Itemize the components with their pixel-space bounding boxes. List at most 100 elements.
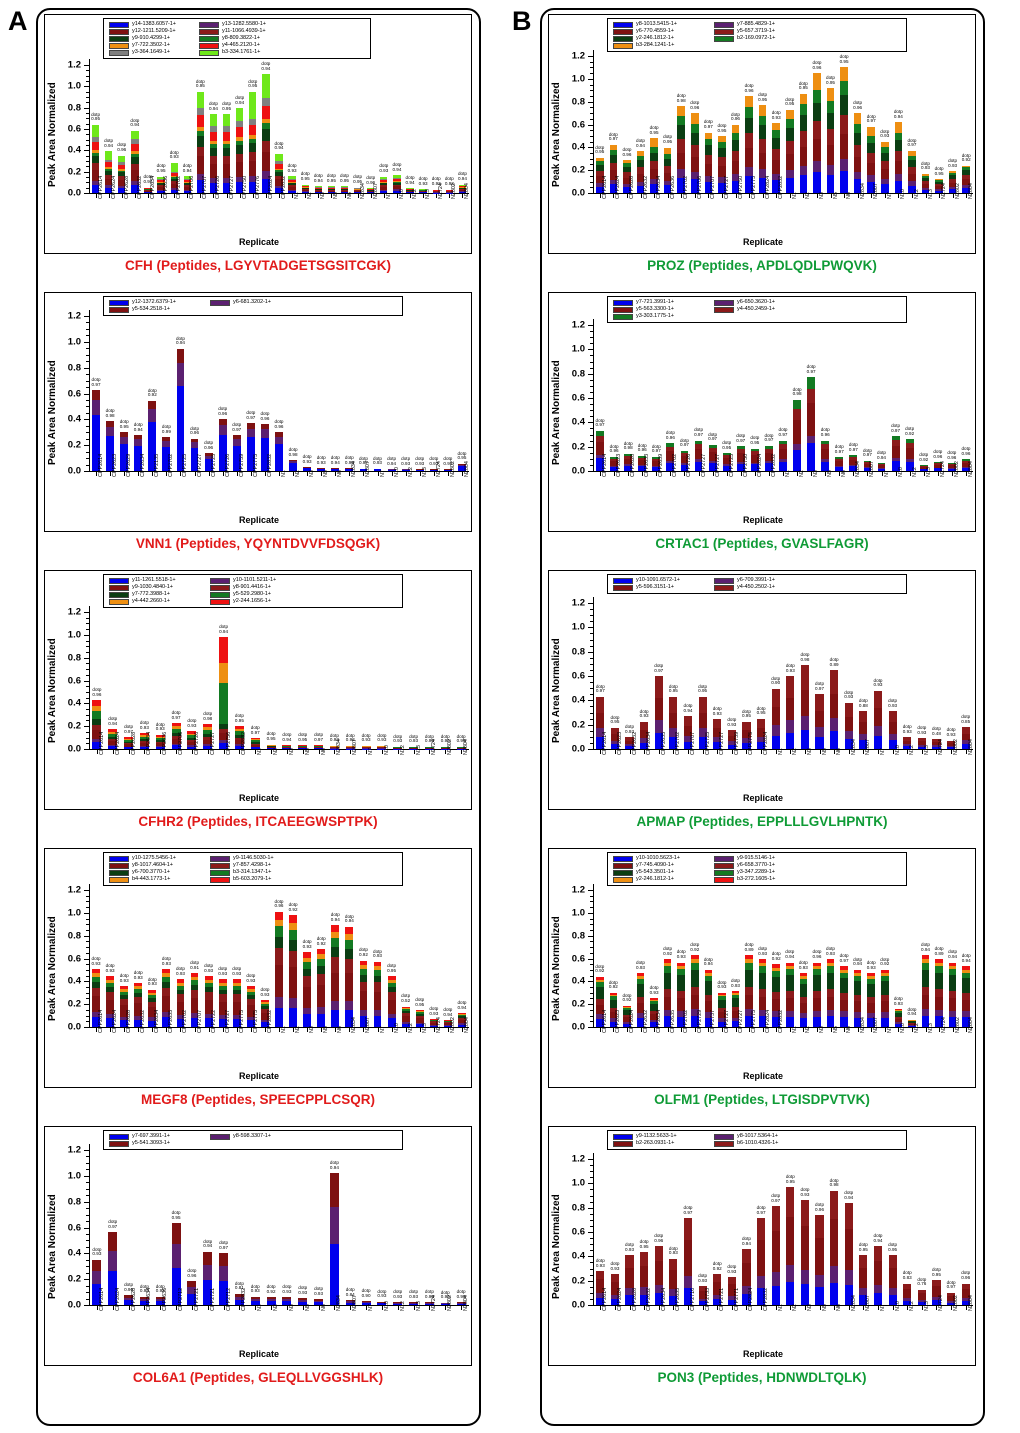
bar-stack[interactable] [596,325,604,471]
bar-stack[interactable] [367,65,375,193]
bar-stack[interactable] [764,325,773,471]
bar-stack[interactable] [162,316,171,471]
bar-stack[interactable] [170,65,178,193]
bar-stack[interactable] [406,65,414,193]
bar-stack[interactable] [830,603,839,749]
legend-item[interactable]: y7-745.4090-1+ [613,862,710,869]
bar-stack[interactable] [638,325,647,471]
bar-stack[interactable] [345,612,355,749]
bar-stack[interactable] [690,56,699,193]
bar-stack[interactable] [908,56,916,193]
bar-stack[interactable] [799,890,808,1027]
bar-stack[interactable] [314,1150,323,1305]
bar-stack[interactable] [429,316,438,471]
bar-stack[interactable] [894,56,903,193]
bar-stack[interactable] [772,890,780,1027]
bar-stack[interactable] [840,890,848,1027]
bar-stack[interactable] [758,890,767,1027]
bar-stack[interactable] [317,890,326,1027]
bar-stack[interactable] [888,603,897,749]
legend-item[interactable]: y6-658.3770-1+ [714,862,811,869]
bar-stack[interactable] [301,65,309,193]
bar-stack[interactable] [793,325,801,471]
bar-stack[interactable] [401,316,410,471]
bar-stack[interactable] [139,1150,149,1305]
bar-stack[interactable] [250,612,260,749]
bar-stack[interactable] [932,603,941,749]
legend-item[interactable]: y8-809.3822-1+ [199,35,285,42]
bar-stack[interactable] [771,1159,780,1305]
legend-item[interactable]: b3-314.1347-1+ [210,869,307,876]
legend-item[interactable]: b5-603.2079-1+ [210,876,307,883]
legend-item[interactable]: y11-1261.5518-1+ [109,577,206,584]
bar-stack[interactable] [669,1159,678,1305]
bar-stack[interactable] [120,890,129,1027]
bar-stack[interactable] [340,65,349,193]
bar-stack[interactable] [131,65,139,193]
bar-stack[interactable] [92,1150,102,1305]
bar-stack[interactable] [640,603,649,749]
bar-stack[interactable] [785,56,794,193]
legend-item[interactable]: y5-534.2518-1+ [109,306,206,313]
legend-item[interactable]: y12-1372.6379-1+ [109,299,206,306]
bar-stack[interactable] [440,612,450,749]
bar-stack[interactable] [680,325,689,471]
bar-stack[interactable] [144,65,152,193]
bar-stack[interactable] [157,65,165,193]
bar-stack[interactable] [652,325,661,471]
bar-stack[interactable] [636,890,645,1027]
legend-item[interactable]: y3-347.2289-1+ [714,869,811,876]
bar-stack[interactable] [625,1159,634,1305]
bar-stack[interactable] [266,612,276,749]
bar-stack[interactable] [933,325,942,471]
bar-stack[interactable] [690,890,699,1027]
bar-stack[interactable] [432,65,440,193]
bar-stack[interactable] [456,612,466,749]
bar-stack[interactable] [148,890,157,1027]
bar-stack[interactable] [771,603,780,749]
bar-stack[interactable] [624,325,633,471]
bar-stack[interactable] [250,1150,260,1305]
bar-stack[interactable] [785,890,794,1027]
bar-stack[interactable] [298,1150,308,1305]
bar-stack[interactable] [840,56,848,193]
bar-stack[interactable] [222,65,231,193]
bar-stack[interactable] [148,316,157,471]
bar-stack[interactable] [234,612,244,749]
bar-stack[interactable] [756,603,766,749]
bar-stack[interactable] [275,316,283,471]
bar-stack[interactable] [722,325,731,471]
bar-stack[interactable] [393,65,401,193]
bar-stack[interactable] [424,612,434,749]
legend-item[interactable]: b3-284.1241-1+ [613,42,710,49]
bar-stack[interactable] [232,316,241,471]
bar-stack[interactable] [387,890,396,1027]
legend-item[interactable]: y6-770.4559-1+ [613,28,710,35]
legend-item[interactable]: y4-442.2660-1+ [109,598,206,605]
bar-stack[interactable] [948,56,957,193]
bar-stack[interactable] [745,890,753,1027]
bar-stack[interactable] [677,56,685,193]
bar-stack[interactable] [917,603,926,749]
bar-stack[interactable] [961,1159,970,1305]
bar-stack[interactable] [361,1150,371,1305]
bar-stack[interactable] [813,890,821,1027]
bar-stack[interactable] [698,603,707,749]
bar-stack[interactable] [650,890,658,1027]
legend-item[interactable]: y10-1101.5211-1+ [210,577,307,584]
bar-stack[interactable] [821,325,830,471]
bar-stack[interactable] [456,1150,466,1305]
bar-stack[interactable] [830,1159,839,1305]
bar-stack[interactable] [134,316,143,471]
bar-stack[interactable] [683,1159,693,1305]
bar-stack[interactable] [932,1159,941,1305]
legend-item[interactable]: y5-657.3719-1+ [714,28,811,35]
bar-stack[interactable] [106,890,115,1027]
bar-stack[interactable] [203,1150,213,1305]
bar-stack[interactable] [91,65,100,193]
legend-item[interactable]: y9-1132.5633-1+ [613,1133,710,1140]
legend-item[interactable]: y12-1211.5209-1+ [109,28,195,35]
bar-stack[interactable] [458,65,467,193]
bar-stack[interactable] [393,612,403,749]
bar-stack[interactable] [903,603,912,749]
